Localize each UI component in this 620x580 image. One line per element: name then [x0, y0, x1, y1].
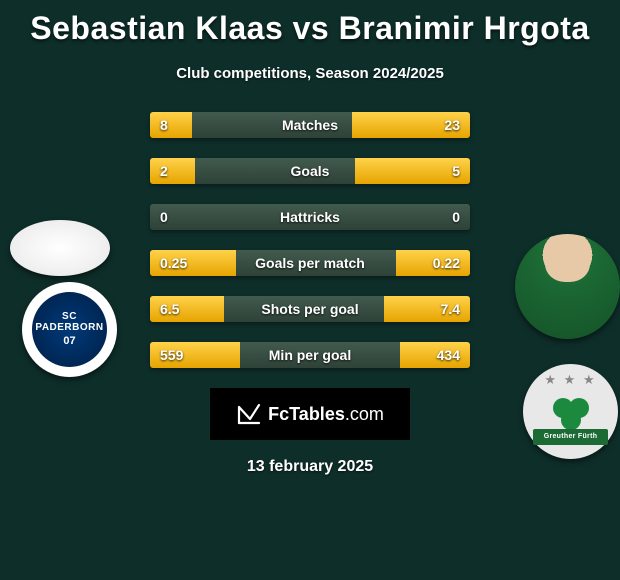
- bar-label: Min per goal: [150, 342, 470, 368]
- club-left-line2: PADERBORN: [35, 322, 103, 333]
- brand-name: FcTables: [268, 404, 345, 424]
- date-text: 13 february 2025: [0, 458, 620, 476]
- club-right-ribbon: Greuther Fürth: [533, 429, 608, 445]
- bar-row: 823Matches: [150, 112, 470, 138]
- bar-row: 6.57.4Shots per goal: [150, 296, 470, 322]
- club-right-stars: ★ ★ ★: [523, 372, 618, 388]
- club-left-inner: SC PADERBORN 07: [32, 292, 107, 367]
- bar-row: 25Goals: [150, 158, 470, 184]
- brand-text: FcTables.com: [268, 404, 384, 425]
- brand-suffix: .com: [345, 404, 384, 424]
- bar-row: 00Hattricks: [150, 204, 470, 230]
- player-left-avatar: [10, 220, 110, 276]
- page-subtitle: Club competitions, Season 2024/2025: [0, 65, 620, 82]
- club-right-badge: ★ ★ ★ Greuther Fürth: [523, 364, 618, 459]
- bar-label: Goals: [150, 158, 470, 184]
- bar-label: Shots per goal: [150, 296, 470, 322]
- bar-label: Matches: [150, 112, 470, 138]
- club-left-line1: SC: [62, 311, 77, 322]
- club-left-badge: SC PADERBORN 07: [22, 282, 117, 377]
- bar-label: Hattricks: [150, 204, 470, 230]
- content-area: SC PADERBORN 07 ★ ★ ★ Greuther Fürth 823…: [0, 112, 620, 368]
- player-right-avatar: [515, 234, 620, 339]
- bar-row: 559434Min per goal: [150, 342, 470, 368]
- page-title: Sebastian Klaas vs Branimir Hrgota: [0, 0, 620, 47]
- bar-label: Goals per match: [150, 250, 470, 276]
- brand-box: FcTables.com: [210, 388, 410, 440]
- comparison-bars: 823Matches 25Goals 00Hattricks 0.250.22Goal…: [150, 112, 470, 368]
- bar-row: 0.250.22Goals per match: [150, 250, 470, 276]
- club-left-year: 07: [63, 335, 75, 347]
- brand-logo-icon: [236, 401, 262, 427]
